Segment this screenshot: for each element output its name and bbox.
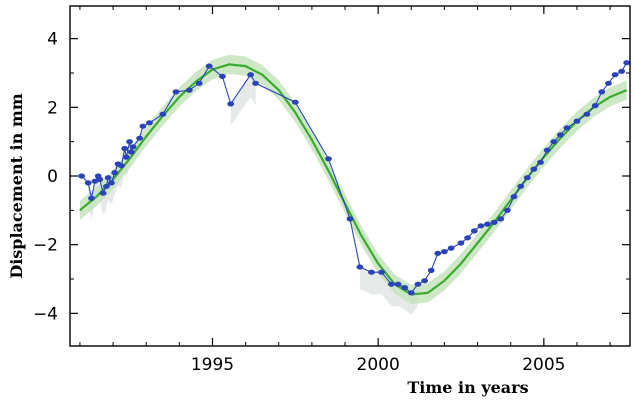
observed-point — [103, 183, 110, 189]
observed-point — [368, 269, 375, 275]
observed-point — [111, 170, 119, 176]
observed-point — [291, 99, 299, 105]
observed-point — [517, 183, 525, 189]
observed-point — [388, 281, 395, 287]
observed-point — [96, 176, 104, 182]
observed-point — [598, 89, 606, 95]
observed-series-layer — [78, 60, 631, 296]
observed-point — [378, 269, 385, 275]
observed-line — [81, 62, 628, 294]
observed-point — [126, 139, 133, 145]
x-tick-label: 2000 — [357, 355, 400, 375]
observed-point — [563, 125, 571, 131]
observed-point — [623, 60, 631, 66]
observed-point — [346, 216, 354, 222]
observed-point — [537, 159, 544, 165]
observed-point — [121, 145, 129, 152]
observed-point — [172, 89, 180, 95]
observed-point — [356, 264, 364, 270]
observed-point — [227, 101, 235, 107]
observed-point — [159, 111, 167, 117]
observed-point — [447, 245, 455, 251]
observed-point — [414, 281, 422, 287]
observed-point — [504, 207, 511, 213]
y-axis-title: Displacement in mm — [7, 93, 26, 278]
x-tick-label: 1995 — [191, 355, 234, 375]
observed-point — [104, 175, 112, 181]
observed-point — [618, 68, 626, 74]
observed-point — [583, 111, 591, 117]
observed-point — [477, 223, 485, 229]
y-tick-label: −4 — [33, 304, 58, 324]
observed-point — [530, 166, 538, 172]
observed-point — [136, 135, 144, 141]
observed-point — [497, 216, 505, 222]
tick-layer: 1995 2000 2005 −4 −2 0 2 4 — [33, 6, 630, 375]
observed-point — [88, 195, 95, 201]
plot-frame — [69, 5, 631, 347]
observed-point — [108, 180, 115, 186]
observed-point — [129, 144, 137, 150]
confidence-band-layer — [79, 54, 627, 305]
observed-point — [407, 290, 415, 296]
observed-point — [401, 285, 409, 291]
observed-point — [195, 80, 203, 86]
x-axis-title: Time in years — [407, 378, 528, 397]
observed-point — [490, 219, 498, 225]
observed-point — [139, 123, 147, 129]
observed-point — [118, 163, 125, 169]
confidence-band — [79, 54, 627, 305]
y-tick-label: 4 — [47, 30, 58, 50]
observed-point — [185, 87, 193, 93]
observed-point — [219, 73, 226, 79]
observed-point — [611, 72, 619, 78]
observed-point — [247, 72, 255, 78]
y-tick-label: 2 — [47, 98, 58, 118]
shadow-wedge-1 — [230, 74, 256, 126]
observed-point — [510, 194, 518, 200]
observed-point — [484, 221, 491, 227]
observed-point — [325, 156, 332, 162]
observed-point — [427, 267, 435, 273]
observed-point — [457, 240, 465, 246]
observed-point — [550, 139, 558, 145]
fit-line-layer — [79, 63, 628, 296]
observed-point — [591, 103, 599, 109]
observed-point — [421, 278, 428, 284]
observed-point — [146, 120, 153, 126]
observed-point — [441, 249, 448, 255]
observed-point — [78, 173, 85, 179]
y-tick-label: −2 — [33, 236, 58, 256]
observed-point — [434, 250, 442, 256]
observed-point — [605, 80, 612, 86]
observed-point — [99, 190, 107, 196]
fit-line — [79, 63, 628, 296]
observed-point — [523, 175, 531, 181]
x-tick-label: 2005 — [522, 355, 565, 375]
observed-point — [470, 228, 478, 234]
observed-point — [252, 80, 259, 86]
observed-point — [394, 281, 402, 287]
observed-point — [464, 235, 471, 241]
observed-point — [122, 154, 130, 160]
observed-point — [557, 132, 564, 138]
shadow-wedge-2 — [359, 267, 418, 315]
y-tick-label: 0 — [47, 167, 58, 187]
observed-point — [84, 180, 92, 186]
shadow-layer — [88, 74, 418, 315]
observed-point — [543, 147, 551, 153]
observed-point — [127, 149, 135, 155]
observed-point — [205, 63, 213, 69]
observed-point — [573, 118, 581, 124]
